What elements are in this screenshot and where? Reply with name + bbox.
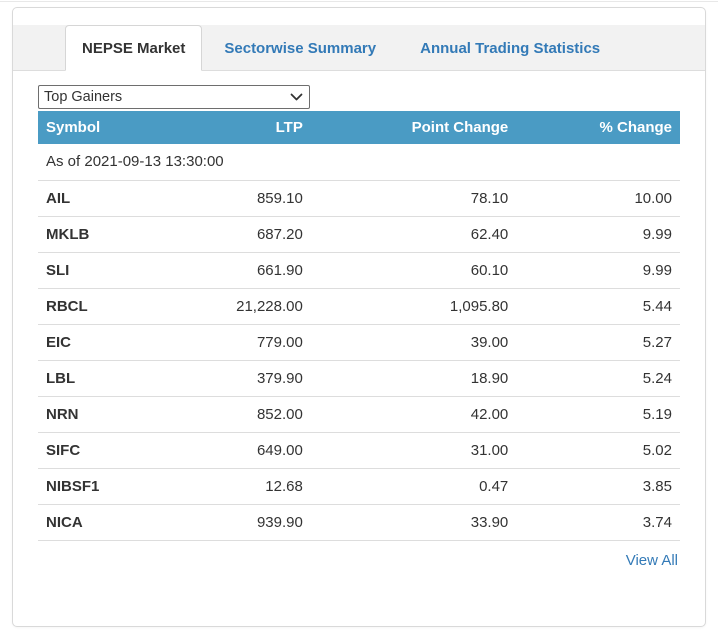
table-row: SIFC 649.00 31.00 5.02	[38, 432, 680, 469]
point-change-cell: 60.10	[310, 252, 517, 289]
table-row: MKLB 687.20 62.40 9.99	[38, 216, 680, 253]
table-row: EIC 779.00 39.00 5.27	[38, 324, 680, 361]
ltp-cell: 939.90	[179, 504, 311, 541]
market-widget-card: NEPSE Market Sectorwise Summary Annual Tra…	[12, 7, 706, 627]
ltp-cell: 687.20	[179, 216, 311, 253]
percent-change-cell: 3.85	[516, 468, 680, 505]
percent-change-cell: 5.19	[516, 396, 680, 433]
point-change-cell: 39.00	[310, 324, 517, 361]
symbol-cell: MKLB	[38, 216, 180, 253]
column-header-change: % Change	[516, 111, 680, 144]
table-row: RBCL 21,228.00 1,095.80 5.44	[38, 288, 680, 325]
percent-change-cell: 9.99	[516, 252, 680, 289]
column-header-point-change: Point Change	[310, 111, 517, 144]
symbol-cell: AIL	[38, 180, 180, 217]
symbol-cell: SIFC	[38, 432, 180, 469]
table-footer-row: View All	[38, 540, 680, 580]
ltp-cell: 12.68	[179, 468, 311, 505]
table-row: NIBSF1 12.68 0.47 3.85	[38, 468, 680, 505]
table-row: NICA 939.90 33.90 3.74	[38, 504, 680, 541]
view-all-link[interactable]: View All	[625, 551, 678, 569]
symbol-cell: NIBSF1	[38, 468, 180, 505]
ltp-cell: 852.00	[179, 396, 311, 433]
page-top-divider	[0, 0, 718, 2]
column-header-symbol: Symbol	[38, 111, 180, 144]
ltp-cell: 649.00	[179, 432, 311, 469]
market-filter-selected-value: Top Gainers	[44, 89, 123, 105]
point-change-cell: 0.47	[310, 468, 517, 505]
market-filter-select[interactable]: Top Gainers	[38, 85, 310, 109]
point-change-cell: 33.90	[310, 504, 517, 541]
ltp-cell: 379.90	[179, 360, 311, 397]
point-change-cell: 18.90	[310, 360, 517, 397]
tab-sectorwise-summary[interactable]: Sectorwise Summary	[224, 39, 377, 57]
tab-bar: NEPSE Market Sectorwise Summary Annual Tra…	[13, 25, 705, 71]
percent-change-cell: 5.02	[516, 432, 680, 469]
table-header-row: Symbol LTP Point Change% Change	[38, 111, 680, 144]
symbol-cell: LBL	[38, 360, 180, 397]
percent-change-cell: 10.00	[516, 180, 680, 217]
symbol-cell: NICA	[38, 504, 180, 541]
symbol-cell: SLI	[38, 252, 180, 289]
symbol-cell: EIC	[38, 324, 180, 361]
table-row: SLI 661.90 60.10 9.99	[38, 252, 680, 289]
as-of-row: As of 2021-09-13 13:30:00	[38, 144, 680, 181]
ltp-cell: 21,228.00	[179, 288, 311, 325]
as-of-timestamp: As of 2021-09-13 13:30:00	[38, 144, 680, 181]
tab-nepse-market[interactable]: NEPSE Market	[65, 25, 203, 71]
table-row: LBL 379.90 18.90 5.24	[38, 360, 680, 397]
percent-change-cell: 3.74	[516, 504, 680, 541]
point-change-cell: 42.00	[310, 396, 517, 433]
point-change-cell: 62.40	[310, 216, 517, 253]
percent-change-cell: 5.27	[516, 324, 680, 361]
table-body: As of 2021-09-13 13:30:00 AIL 859.10 78.10…	[38, 144, 680, 541]
point-change-cell: 31.00	[310, 432, 517, 469]
column-header-ltp: LTP	[179, 111, 311, 144]
widget-content: Top Gainers Symbol LTP Point Change% Chang…	[13, 85, 705, 580]
table-row: AIL 859.10 78.10 10.00	[38, 180, 680, 217]
ltp-cell: 859.10	[179, 180, 311, 217]
chevron-down-icon	[290, 93, 303, 102]
symbol-cell: NRN	[38, 396, 180, 433]
percent-change-cell: 5.24	[516, 360, 680, 397]
percent-change-cell: 5.44	[516, 288, 680, 325]
point-change-cell: 1,095.80	[310, 288, 517, 325]
tab-annual-trading-statistics[interactable]: Annual Trading Statistics	[420, 39, 601, 57]
point-change-cell: 78.10	[310, 180, 517, 217]
table-row: NRN 852.00 42.00 5.19	[38, 396, 680, 433]
percent-change-cell: 9.99	[516, 216, 680, 253]
symbol-cell: RBCL	[38, 288, 180, 325]
ltp-cell: 661.90	[179, 252, 311, 289]
top-gainers-table: Symbol LTP Point Change% Change As of 2021…	[38, 111, 680, 580]
ltp-cell: 779.00	[179, 324, 311, 361]
